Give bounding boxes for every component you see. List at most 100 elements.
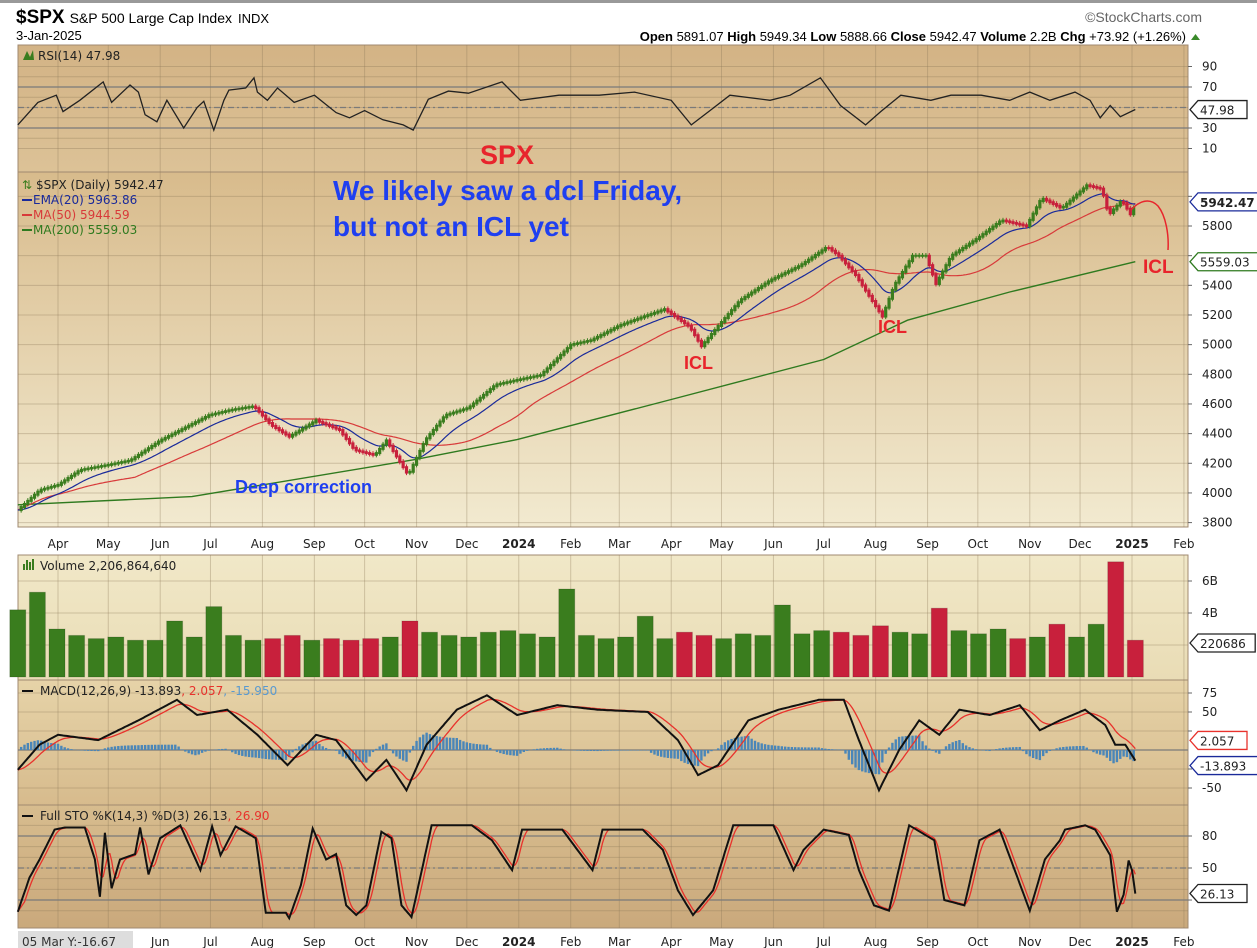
macd-histogram-bar — [97, 750, 100, 752]
macd-histogram-bar — [532, 749, 536, 750]
price-candle-up — [451, 411, 456, 415]
price-candle-down — [860, 279, 864, 287]
price-candle-up — [73, 472, 77, 477]
volume-bar-up — [244, 639, 262, 678]
macd-histogram-bar — [442, 737, 445, 750]
macd-histogram-bar — [1048, 750, 1052, 752]
macd-histogram-bar — [103, 748, 107, 750]
price-candle-up — [796, 265, 801, 269]
macd-histogram-bar — [750, 738, 753, 750]
price-candle-up — [83, 468, 87, 471]
price-candle-up — [894, 281, 898, 291]
price-candle-up — [193, 421, 197, 425]
price-candle-up — [481, 393, 486, 399]
x-tick-label-bottom: Feb — [560, 935, 581, 948]
macd-histogram-bar — [676, 750, 680, 759]
x-tick-label-bottom: May — [709, 935, 734, 948]
price-candle-up — [116, 461, 120, 465]
volume-bar-down — [930, 607, 948, 678]
price-candle-up — [723, 317, 727, 324]
macd-histogram-bar — [401, 750, 405, 761]
volume-bar-up — [793, 633, 811, 678]
macd-histogram-bar — [271, 750, 274, 760]
macd-histogram-bar — [817, 747, 820, 750]
x-tick-label-bottom: Oct — [967, 935, 988, 948]
x-tick-label-bottom: 2024 — [502, 935, 535, 948]
volume-bar-up — [166, 620, 184, 678]
price-candle-down — [351, 442, 355, 449]
sto-d-legend: , 26.90 — [228, 809, 270, 823]
axis-ticks: Apr May Jun Jun Jul Jul Aug Aug Sep Sep Oct Oct Nov N… — [48, 60, 1233, 948]
price-candle-up — [605, 330, 610, 335]
x-tick-label: 2025 — [1115, 537, 1148, 551]
stockcharts-watermark: ©StockCharts.com — [1085, 9, 1202, 25]
volume-bar-up — [185, 636, 203, 678]
volume-bar-up — [421, 631, 439, 678]
macd-histogram-bar — [1085, 747, 1088, 750]
macd-histogram-bar — [338, 750, 341, 755]
price-candle-down — [833, 249, 838, 255]
price-candle-up — [575, 342, 580, 346]
macd-histogram-bar — [267, 750, 271, 760]
price-candle-up — [652, 311, 657, 315]
macd-histogram-bar — [120, 745, 123, 750]
price-candle-up — [140, 451, 144, 456]
macd-histogram-bar — [422, 734, 425, 750]
macd-histogram-bar — [244, 750, 247, 757]
volume-bar-down — [852, 634, 870, 678]
volume-bar-down — [322, 638, 340, 678]
macd-histogram-bar — [790, 747, 794, 750]
macd-histogram-bar — [1018, 746, 1021, 750]
price-candle-up — [183, 426, 187, 431]
price-candle-down — [827, 247, 831, 250]
price-candle-up — [649, 312, 653, 317]
price-candle-up — [753, 289, 757, 294]
price-candle-up — [106, 463, 110, 467]
price-candle-down — [354, 446, 358, 452]
macd-histogram-bar — [29, 741, 33, 750]
macd-histogram-bar — [1129, 750, 1132, 760]
macd-histogram-bar — [613, 750, 616, 751]
macd-histogram-bar — [375, 748, 378, 750]
volume-bar-up — [440, 634, 458, 678]
macd-histogram-bar — [820, 748, 824, 750]
volume-bar-up — [499, 630, 517, 678]
macd-histogram-bar — [961, 743, 964, 750]
macd-histogram-bar — [850, 750, 854, 765]
price-candle-up — [120, 461, 124, 464]
price-candle-down — [260, 410, 265, 417]
price-candle-up — [538, 374, 543, 377]
price-candle-down — [368, 452, 372, 455]
price-candle-up — [461, 408, 466, 412]
macd-histogram-bar — [760, 743, 763, 750]
macd-histogram-bar — [1055, 748, 1058, 750]
price-candle-up — [585, 340, 590, 343]
price-candle-up — [495, 383, 499, 388]
price-candle-down — [1048, 199, 1052, 204]
price-candle-up — [937, 276, 941, 285]
volume-bar-up — [754, 634, 772, 678]
macd-histogram-bar — [187, 750, 190, 754]
volume-bar-up — [989, 628, 1007, 678]
macd-histogram-bar — [56, 743, 60, 750]
macd-histogram-bar — [254, 750, 257, 758]
macd-histogram-bar — [110, 746, 113, 750]
macd-histogram-bar — [522, 750, 525, 753]
price-tick-label: 5000 — [1202, 338, 1233, 352]
macd-histogram-bar — [391, 750, 395, 754]
price-candle-up — [86, 467, 90, 471]
macd-histogram-bar — [623, 750, 626, 751]
price-candle-up — [639, 316, 643, 320]
projected-path-curve — [1130, 200, 1169, 251]
macd-histogram-bar — [589, 750, 593, 751]
price-candle-up — [173, 431, 177, 436]
candle-legend-icon: ⇅ — [22, 178, 32, 192]
ma200-legend: MA(200) 5559.03 — [33, 223, 137, 237]
macd-histogram-bar — [190, 750, 194, 755]
macd-histogram-bar — [753, 740, 757, 750]
price-candle-down — [843, 258, 848, 265]
annotation-spx: SPX — [480, 140, 534, 170]
macd-histogram-bar — [1098, 750, 1102, 755]
macd-histogram-bar — [515, 750, 519, 756]
price-candle-up — [957, 249, 962, 254]
